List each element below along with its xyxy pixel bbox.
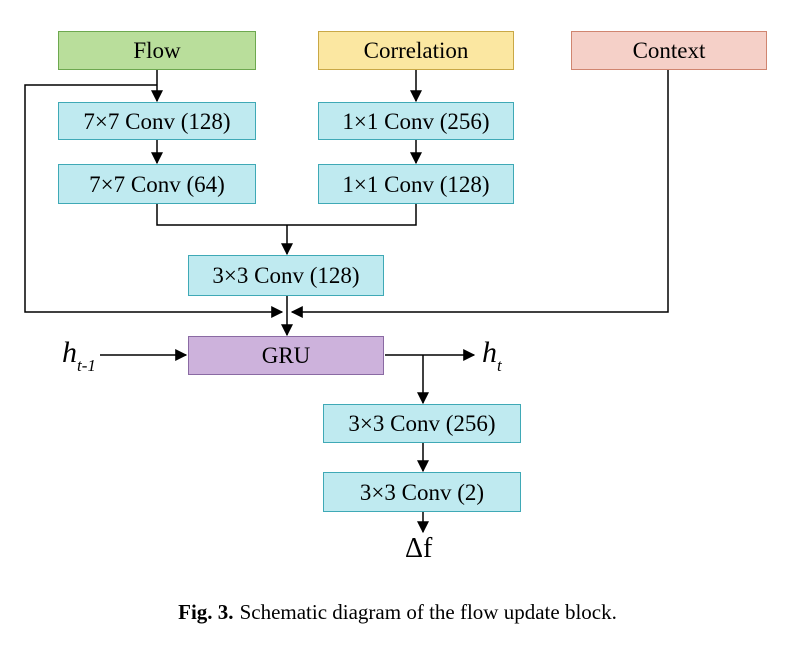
delta-flow-output: Δf bbox=[405, 533, 433, 564]
hidden-out-sub: t bbox=[497, 356, 502, 375]
hidden-state-output: ht bbox=[482, 336, 502, 375]
flow-conv-128-box: 7×7 Conv (128) bbox=[58, 102, 256, 140]
context-input-label: Context bbox=[632, 38, 706, 63]
gru-label: GRU bbox=[261, 343, 311, 368]
flow-conv-64-box: 7×7 Conv (64) bbox=[58, 164, 256, 204]
corr-conv-256-box: 1×1 Conv (256) bbox=[318, 102, 514, 140]
head-conv-256-box: 3×3 Conv (256) bbox=[323, 404, 521, 443]
flow-conv-64-label: 7×7 Conv (64) bbox=[89, 171, 225, 197]
correlation-input-label: Correlation bbox=[363, 38, 469, 63]
figure-caption: Fig. 3. Schematic diagram of the flow upd… bbox=[0, 600, 795, 625]
correlation-input-box: Correlation bbox=[318, 31, 514, 70]
context-input-box: Context bbox=[571, 31, 767, 70]
corr-conv-256-label: 1×1 Conv (256) bbox=[342, 108, 490, 134]
hidden-state-input: ht-1 bbox=[62, 336, 96, 375]
hidden-in-sub: t-1 bbox=[77, 356, 96, 375]
merge-conv-label: 3×3 Conv (128) bbox=[212, 263, 360, 288]
head-conv-2-box: 3×3 Conv (2) bbox=[323, 472, 521, 512]
flow-conv-128-label: 7×7 Conv (128) bbox=[83, 108, 231, 134]
caption-text: Schematic diagram of the flow update blo… bbox=[239, 600, 617, 624]
gru-box: GRU bbox=[188, 336, 384, 375]
merge-conv-box: 3×3 Conv (128) bbox=[188, 255, 384, 296]
hidden-out-base: h bbox=[482, 336, 497, 369]
head-conv-256-label: 3×3 Conv (256) bbox=[348, 411, 496, 436]
head-conv-2-label: 3×3 Conv (2) bbox=[359, 479, 485, 505]
caption-label: Fig. 3. bbox=[178, 600, 234, 624]
corr-conv-128-label: 1×1 Conv (128) bbox=[342, 171, 490, 197]
corr-conv-128-box: 1×1 Conv (128) bbox=[318, 164, 514, 204]
hidden-in-base: h bbox=[62, 336, 77, 369]
flow-input-label: Flow bbox=[133, 38, 181, 63]
flow-input-box: Flow bbox=[58, 31, 256, 70]
